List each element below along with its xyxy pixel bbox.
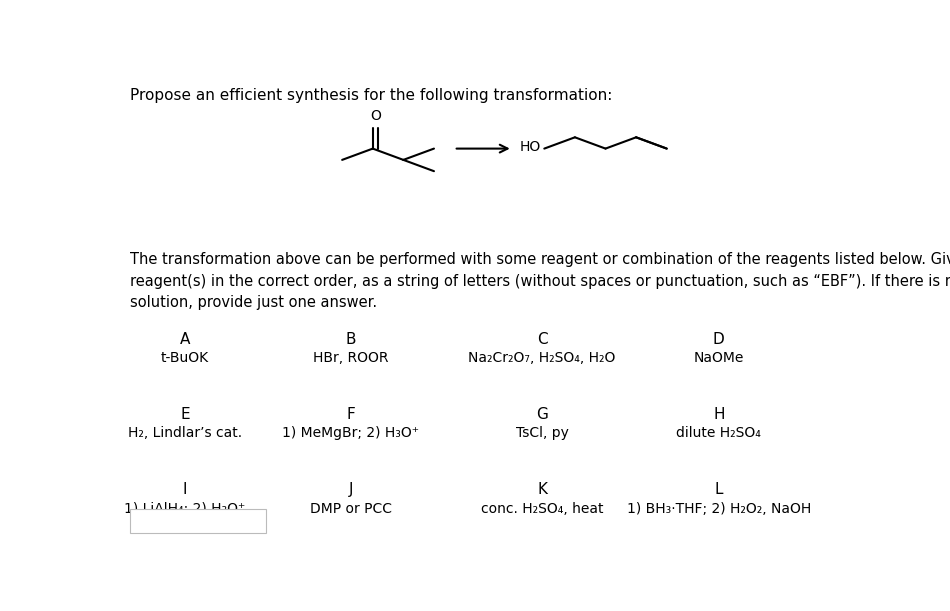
Text: E: E bbox=[180, 407, 190, 422]
Text: The transformation above can be performed with some reagent or combination of th: The transformation above can be performe… bbox=[130, 252, 950, 310]
Text: Propose an efficient synthesis for the following transformation:: Propose an efficient synthesis for the f… bbox=[130, 89, 612, 103]
Text: DMP or PCC: DMP or PCC bbox=[310, 502, 391, 516]
Text: K: K bbox=[537, 482, 547, 497]
Text: C: C bbox=[537, 332, 547, 346]
FancyBboxPatch shape bbox=[130, 509, 266, 533]
Text: TsCl, py: TsCl, py bbox=[516, 426, 568, 441]
Text: 1) BH₃·THF; 2) H₂O₂, NaOH: 1) BH₃·THF; 2) H₂O₂, NaOH bbox=[627, 502, 811, 516]
Text: HO: HO bbox=[520, 140, 542, 154]
Text: O: O bbox=[370, 109, 381, 123]
Text: F: F bbox=[347, 407, 355, 422]
Text: NaOMe: NaOMe bbox=[694, 351, 744, 365]
Text: A: A bbox=[180, 332, 190, 346]
Text: H₂, Lindlar’s cat.: H₂, Lindlar’s cat. bbox=[128, 426, 242, 441]
Text: 1) MeMgBr; 2) H₃O⁺: 1) MeMgBr; 2) H₃O⁺ bbox=[282, 426, 419, 441]
Text: D: D bbox=[712, 332, 725, 346]
Text: HBr, ROOR: HBr, ROOR bbox=[313, 351, 389, 365]
Text: G: G bbox=[536, 407, 548, 422]
Text: I: I bbox=[182, 482, 187, 497]
Text: L: L bbox=[714, 482, 723, 497]
Text: H: H bbox=[713, 407, 725, 422]
Text: dilute H₂SO₄: dilute H₂SO₄ bbox=[676, 426, 761, 441]
Text: 1) LiAlH₄; 2) H₃O⁺: 1) LiAlH₄; 2) H₃O⁺ bbox=[124, 502, 246, 516]
Text: conc. H₂SO₄, heat: conc. H₂SO₄, heat bbox=[481, 502, 603, 516]
Text: B: B bbox=[346, 332, 356, 346]
Text: J: J bbox=[349, 482, 352, 497]
Text: t-BuOK: t-BuOK bbox=[161, 351, 209, 365]
Text: Na₂Cr₂O₇, H₂SO₄, H₂O: Na₂Cr₂O₇, H₂SO₄, H₂O bbox=[468, 351, 616, 365]
